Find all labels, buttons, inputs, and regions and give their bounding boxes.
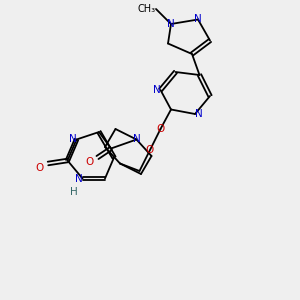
Text: N: N — [75, 173, 83, 184]
Text: O: O — [146, 145, 154, 155]
Text: N: N — [133, 134, 140, 145]
Text: N: N — [167, 19, 175, 29]
Text: O: O — [35, 163, 43, 173]
Text: O: O — [156, 124, 165, 134]
Text: N: N — [69, 134, 76, 145]
Text: N: N — [153, 85, 160, 95]
Text: O: O — [86, 157, 94, 167]
Text: H: H — [70, 187, 77, 197]
Text: N: N — [194, 14, 202, 25]
Text: CH₃: CH₃ — [138, 4, 156, 14]
Text: N: N — [195, 109, 203, 119]
